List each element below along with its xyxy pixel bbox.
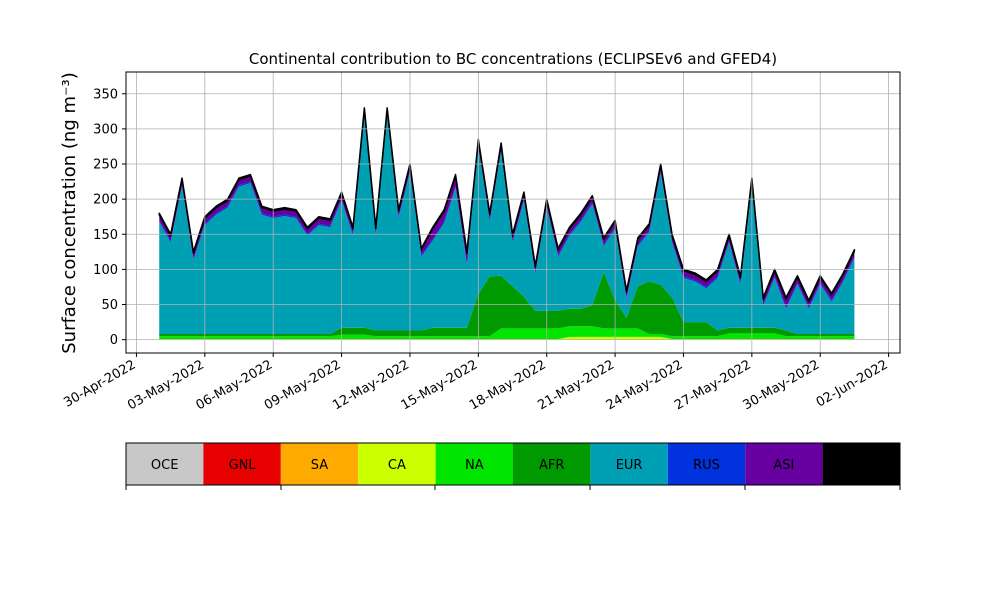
x-tick-label: 18-May-2022 bbox=[467, 357, 549, 413]
legend-frame bbox=[125, 442, 901, 486]
y-tick-label: 0 bbox=[110, 333, 118, 348]
legend-label: ASI bbox=[773, 458, 794, 473]
legend-label: RUS bbox=[693, 458, 720, 473]
legend-swatch bbox=[745, 443, 823, 485]
y-tick-label: 100 bbox=[93, 263, 118, 278]
x-tick-label: 02-Jun-2022 bbox=[814, 357, 891, 410]
chart-title: Continental contribution to BC concentra… bbox=[249, 50, 777, 68]
x-tick-label: 03-May-2022 bbox=[125, 357, 207, 413]
x-tick-label: 30-May-2022 bbox=[741, 357, 823, 413]
x-tick-label: 21-May-2022 bbox=[535, 357, 617, 413]
legend-swatch bbox=[280, 443, 359, 485]
legend-swatch bbox=[435, 443, 513, 485]
legend-swatch bbox=[203, 443, 281, 485]
legend-label: OCE bbox=[151, 458, 179, 473]
y-tick-label: 150 bbox=[93, 228, 118, 243]
legend-label: NA bbox=[465, 458, 484, 473]
legend-swatch bbox=[126, 443, 204, 485]
legend-swatch bbox=[667, 443, 746, 485]
x-tick-label: 24-May-2022 bbox=[604, 357, 686, 413]
x-tick-label: 27-May-2022 bbox=[672, 357, 754, 413]
colorbar-ticks bbox=[125, 485, 901, 490]
y-tick-label: 250 bbox=[93, 158, 118, 173]
x-tick-label: 15-May-2022 bbox=[399, 357, 481, 413]
legend-swatch bbox=[358, 443, 436, 485]
x-tick-label: 06-May-2022 bbox=[194, 357, 276, 413]
legend-label: EUR bbox=[616, 458, 643, 473]
y-tick-label: 350 bbox=[93, 87, 118, 102]
y-tick-label: 200 bbox=[93, 193, 118, 208]
area bbox=[158, 107, 856, 303]
legend-swatch bbox=[513, 443, 591, 485]
area bbox=[159, 116, 855, 335]
legend-swatch bbox=[822, 443, 900, 485]
x-tick-label: 09-May-2022 bbox=[262, 357, 344, 413]
legend-label: AFR bbox=[539, 458, 564, 473]
area bbox=[159, 326, 855, 339]
legend-label: SA bbox=[311, 458, 328, 473]
x-tick-label: 12-May-2022 bbox=[330, 357, 412, 413]
legend-label: CA bbox=[388, 458, 406, 473]
plot-frame bbox=[125, 71, 901, 354]
y-axis-label: Surface concentration (ng m⁻³) bbox=[59, 72, 80, 354]
legend-label: AUS bbox=[848, 458, 875, 473]
legend-swatch bbox=[590, 443, 668, 485]
legend-label: GNL bbox=[229, 458, 257, 473]
y-tick-label: 300 bbox=[93, 122, 118, 137]
y-tick-label: 50 bbox=[101, 298, 118, 313]
